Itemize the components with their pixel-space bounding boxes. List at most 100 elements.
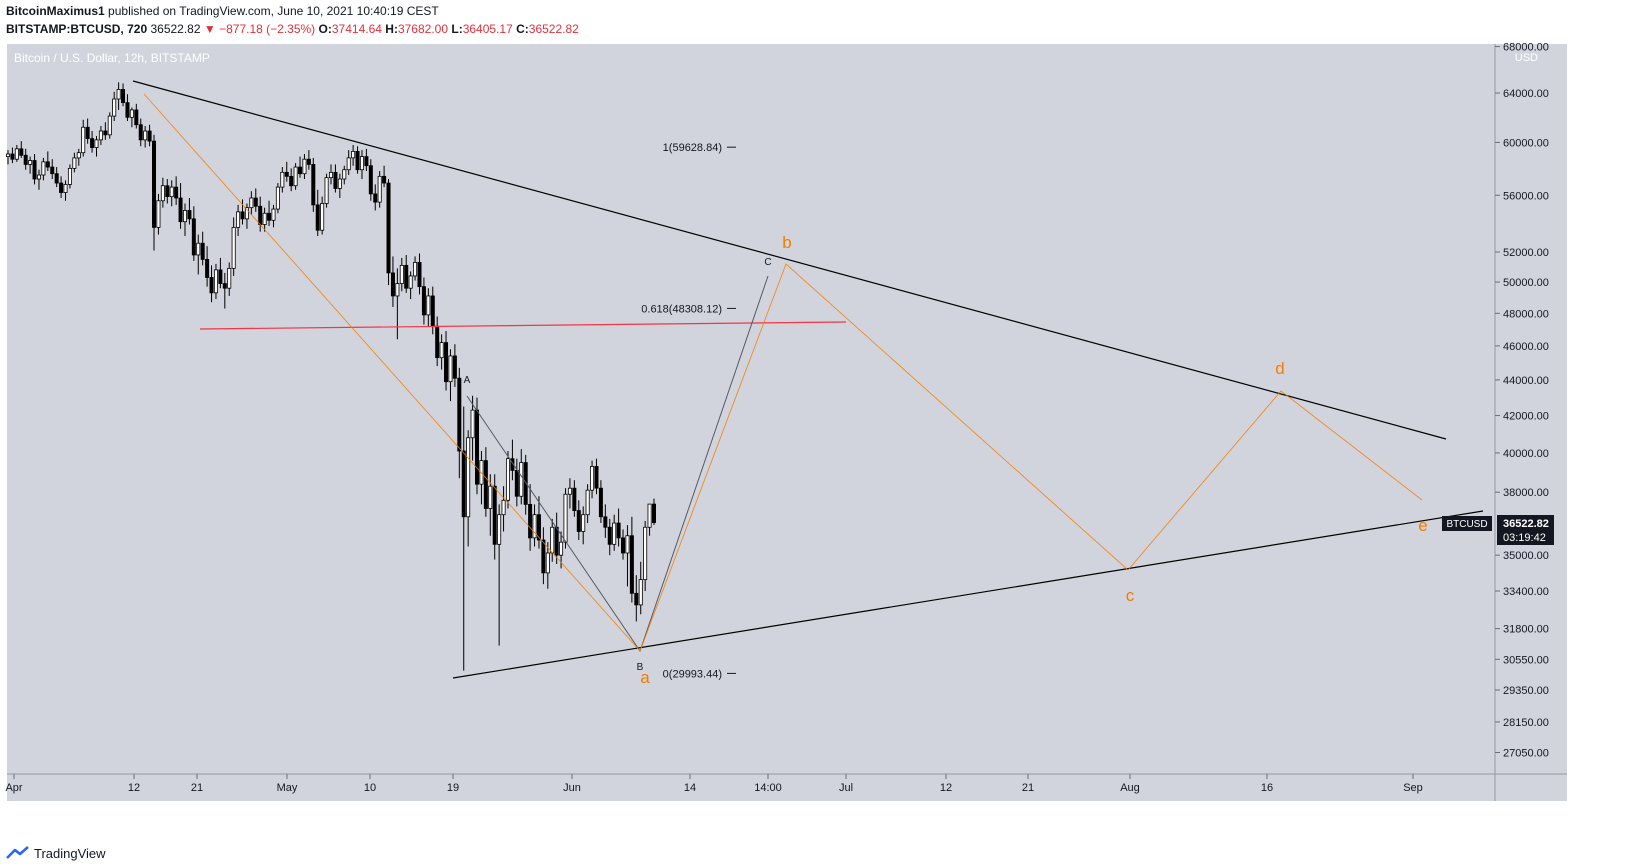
candle <box>351 144 356 166</box>
candle <box>514 458 519 507</box>
candle-body-up <box>328 171 333 179</box>
symbol-label: BITSTAMP:BTCUSD, 720 <box>6 22 148 36</box>
candle-body-up <box>426 295 431 316</box>
x-tick-label: 14 <box>684 782 696 794</box>
candle <box>444 331 449 391</box>
candle <box>302 153 307 180</box>
candle-body-up <box>262 212 267 225</box>
candle-body-down <box>461 450 466 518</box>
y-tick-label: 29350.00 <box>1503 685 1549 697</box>
candle <box>45 151 50 172</box>
y-tick-label: 30550.00 <box>1503 654 1549 666</box>
candle <box>103 122 108 140</box>
candle-body-down <box>59 182 64 193</box>
candle <box>107 112 112 139</box>
candle-body-down <box>187 210 192 220</box>
wave-label-c: c <box>1126 586 1135 605</box>
candle-body-up <box>395 283 400 297</box>
ohlc-legend: BITSTAMP:BTCUSD, 720 36522.82 ▼ −877.18 … <box>6 22 579 36</box>
y-tick-label: 48000.00 <box>1503 308 1549 320</box>
candle-body-down <box>311 164 316 206</box>
candle <box>59 176 64 198</box>
candle-body-down <box>382 175 387 184</box>
candle <box>629 516 634 603</box>
candle <box>289 168 294 192</box>
candle <box>156 193 161 235</box>
candle-body-up <box>497 514 502 545</box>
candle-body-up <box>249 197 254 209</box>
candle <box>50 159 55 180</box>
candle <box>572 480 577 517</box>
candle <box>187 197 192 225</box>
candle <box>267 200 272 226</box>
candle-body-down <box>284 171 289 177</box>
candle <box>85 118 90 144</box>
candle-body-down <box>152 140 157 228</box>
tradingview-logo-icon[interactable] <box>6 845 30 861</box>
candle-body-down <box>652 503 657 523</box>
candle <box>333 164 338 193</box>
candle-body-down <box>475 409 480 485</box>
fib-level-label: 1(59628.84) <box>663 142 722 154</box>
candle-body-down <box>50 166 55 175</box>
candle <box>612 514 617 551</box>
candle-body-up <box>28 160 33 165</box>
price-change: −877.18 (−2.35%) <box>219 22 316 36</box>
candle <box>368 159 373 201</box>
candle-body-up <box>6 153 11 157</box>
candle-body-down <box>45 161 50 168</box>
x-tick-label: Jun <box>563 782 581 794</box>
candle-body-down <box>528 503 533 539</box>
wave-labels: A B C a b c d e <box>464 233 1428 687</box>
candle <box>585 484 590 524</box>
candle <box>652 498 657 526</box>
candle-body-up <box>408 275 413 289</box>
candle-body-down <box>373 193 378 203</box>
candle <box>112 91 117 122</box>
tradingview-brand[interactable]: TradingView <box>34 846 106 861</box>
candle-body-up <box>413 261 418 277</box>
candle-body-up <box>501 499 506 516</box>
author-name[interactable]: BitcoinMaximus1 <box>6 4 105 18</box>
candle-body-down <box>209 277 214 294</box>
candle <box>386 179 391 286</box>
candle <box>364 148 369 172</box>
publish-info: BitcoinMaximus1 published on TradingView… <box>6 4 439 18</box>
candle <box>182 203 187 236</box>
candle <box>28 156 33 174</box>
price-axis[interactable] <box>1495 44 1567 774</box>
candle-body-down <box>404 264 409 289</box>
candle-body-up <box>505 458 510 501</box>
candle <box>160 177 165 208</box>
y-tick-label: 42000.00 <box>1503 411 1549 423</box>
time-axis[interactable] <box>7 774 1567 801</box>
candle <box>116 82 121 110</box>
candle-body-down <box>165 185 170 198</box>
last-price-tag: BTCUSD 36522.82 03:19:42 <box>1442 515 1554 545</box>
x-tick-label: 10 <box>364 782 376 794</box>
candle <box>355 146 360 174</box>
candle-body-down <box>598 487 603 518</box>
upper-trendline[interactable] <box>132 80 1447 440</box>
candle-body-up <box>156 200 161 228</box>
candle-body-down <box>10 153 15 160</box>
candle <box>541 527 546 585</box>
candle-body-down <box>315 204 320 231</box>
price-chart[interactable]: Bitcoin / U.S. Dollar, 12h, BITSTAMP USD… <box>0 0 1625 838</box>
candle-body-up <box>439 342 444 359</box>
orange-wave-path[interactable] <box>143 93 1423 652</box>
close-label: C: <box>516 22 529 36</box>
plot-area[interactable] <box>7 44 1495 774</box>
high-label: H: <box>385 22 398 36</box>
candle-body-up <box>448 355 453 383</box>
candle-body-down <box>444 342 449 383</box>
candle-body-up <box>36 174 41 180</box>
y-tick-label: 60000.00 <box>1503 137 1549 149</box>
candle <box>523 454 528 515</box>
lower-trendline[interactable] <box>452 510 1484 679</box>
open-value: 37414.64 <box>331 22 382 36</box>
y-tick-label: 33400.00 <box>1503 586 1549 598</box>
candle-body-up <box>244 207 249 220</box>
support-resistance-line[interactable] <box>199 321 847 330</box>
candle <box>275 183 280 214</box>
